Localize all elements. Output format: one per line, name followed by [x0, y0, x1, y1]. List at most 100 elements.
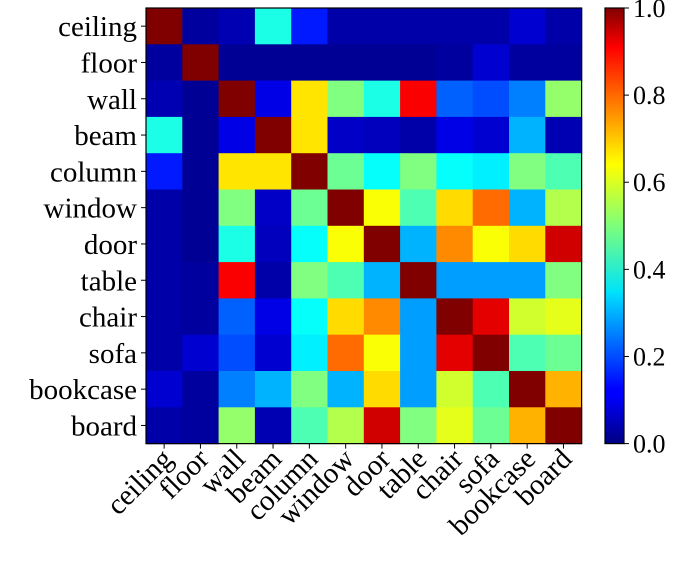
heatmap-cell-table-floor [182, 262, 220, 299]
heatmap-cell-column-door [363, 153, 401, 191]
heatmap-cell-floor-window [327, 44, 365, 82]
heatmap-cell-sofa-bookcase [509, 334, 546, 372]
heatmap-cell-window-beam [254, 189, 292, 227]
heatmap-cell-window-board [545, 189, 583, 227]
heatmap-cell-door-column [291, 225, 329, 263]
heatmap-cell-table-board [545, 262, 583, 299]
heatmap-cell-column-beam [254, 153, 292, 191]
row-label-floor: floor [81, 47, 138, 79]
row-label-board: board [71, 410, 138, 442]
heatmap-cell-beam-table [400, 116, 437, 154]
heatmap-cell-bookcase-bookcase [509, 371, 546, 408]
heatmap-cell-beam-chair [436, 116, 474, 154]
heatmap-cell-beam-wall [218, 116, 256, 154]
heatmap-cell-chair-table [400, 298, 437, 336]
heatmap-cell-board-wall [218, 407, 256, 445]
heatmap-cell-chair-chair [436, 298, 474, 336]
heatmap-cell-bookcase-board [545, 371, 583, 408]
heatmap-cell-bookcase-ceiling [146, 371, 183, 408]
heatmap-cell-ceiling-table [400, 8, 437, 45]
heatmap-cell-window-wall [218, 189, 256, 227]
heatmap-cell-bookcase-beam [254, 371, 292, 408]
heatmap-cell-board-chair [436, 407, 474, 445]
heatmap-cell-beam-window [327, 116, 365, 154]
heatmap-cell-floor-sofa [472, 44, 510, 82]
heatmap-cell-door-board [545, 225, 583, 263]
colorbar-scale [604, 7, 625, 445]
colorbar-tick-label: 0.0 [633, 430, 666, 459]
colorbar: 0.0 0.2 0.4 0.6 0.8 1.0 [604, 0, 666, 459]
heatmap-cell-chair-beam [254, 298, 292, 336]
heatmap-cell-chair-bookcase [509, 298, 546, 336]
heatmap-cell-beam-door [363, 116, 401, 154]
heatmap-cell-window-table [400, 189, 437, 227]
heatmap-cell-ceiling-bookcase [509, 8, 546, 45]
heatmap-cell-window-chair [436, 189, 474, 227]
heatmap-cell-chair-door [363, 298, 401, 336]
heatmap-cell-window-floor [182, 189, 220, 227]
row-label-beam: beam [74, 120, 137, 152]
row-label-ceiling: ceiling [58, 11, 137, 43]
heatmap-cell-bookcase-table [400, 371, 437, 408]
heatmap-cell-ceiling-column [291, 8, 329, 45]
heatmap-cell-bookcase-sofa [472, 371, 510, 408]
heatmap-cell-sofa-floor [182, 334, 220, 372]
heatmap-cell-board-door [363, 407, 401, 445]
heatmap-cell-table-ceiling [146, 262, 183, 299]
heatmap-cell-wall-column [291, 80, 329, 118]
heatmap-cell-sofa-ceiling [146, 334, 183, 372]
heatmap-cell-ceiling-board [545, 8, 583, 45]
heatmap-cell-table-sofa [472, 262, 510, 299]
heatmap-cell-floor-wall [218, 44, 256, 82]
row-label-sofa: sofa [89, 338, 137, 370]
heatmap-cell-table-wall [218, 262, 256, 299]
row-label-bookcase: bookcase [29, 374, 137, 406]
heatmap-cell-door-wall [218, 225, 256, 263]
heatmap-cell-wall-floor [182, 80, 220, 118]
heatmap-cells [145, 7, 583, 445]
heatmap-cell-column-window [327, 153, 365, 191]
heatmap-cell-wall-bookcase [509, 80, 546, 118]
row-label-column: column [50, 156, 137, 188]
heatmap-cell-door-sofa [472, 225, 510, 263]
heatmap-cell-column-wall [218, 153, 256, 191]
colorbar-tick-label: 1.0 [633, 0, 666, 23]
heatmap-cell-chair-board [545, 298, 583, 336]
heatmap-cell-ceiling-window [327, 8, 365, 45]
heatmap-frame [145, 7, 583, 445]
heatmap-cell-ceiling-door [363, 8, 401, 45]
heatmap-cell-floor-ceiling [146, 44, 183, 82]
heatmap-cell-sofa-wall [218, 334, 256, 372]
heatmap-cell-sofa-door [363, 334, 401, 372]
heatmap-cell-floor-column [291, 44, 329, 82]
heatmap-cell-wall-ceiling [146, 80, 183, 118]
heatmap-cell-door-window [327, 225, 365, 263]
colorbar-tick-label: 0.6 [633, 168, 666, 197]
heatmap-cell-floor-door [363, 44, 401, 82]
heatmap-cell-bookcase-chair [436, 371, 474, 408]
heatmap-cell-beam-ceiling [146, 116, 183, 154]
colorbar-tick-label: 0.4 [633, 255, 666, 284]
heatmap-cell-bookcase-column [291, 371, 329, 408]
heatmap-cell-ceiling-sofa [472, 8, 510, 45]
heatmap-cell-table-door [363, 262, 401, 299]
heatmap-cell-table-window [327, 262, 365, 299]
heatmap-cell-sofa-window [327, 334, 365, 372]
heatmap-cell-window-sofa [472, 189, 510, 227]
heatmap-cell-wall-chair [436, 80, 474, 118]
row-labels: ceiling floor wall beam column window door tabl… [29, 11, 146, 442]
heatmap-cell-board-board [545, 407, 583, 445]
heatmap-cell-door-floor [182, 225, 220, 263]
heatmap-cell-beam-column [291, 116, 329, 154]
heatmap-cell-column-sofa [472, 153, 510, 191]
heatmap-cell-chair-sofa [472, 298, 510, 336]
heatmap-cell-window-bookcase [509, 189, 546, 227]
row-label-window: window [44, 193, 138, 225]
heatmap-cell-door-bookcase [509, 225, 546, 263]
heatmap-cell-window-door [363, 189, 401, 227]
heatmap-cell-door-beam [254, 225, 292, 263]
heatmap-cell-wall-window [327, 80, 365, 118]
heatmap-cell-wall-board [545, 80, 583, 118]
heatmap-cell-window-window [327, 189, 365, 227]
